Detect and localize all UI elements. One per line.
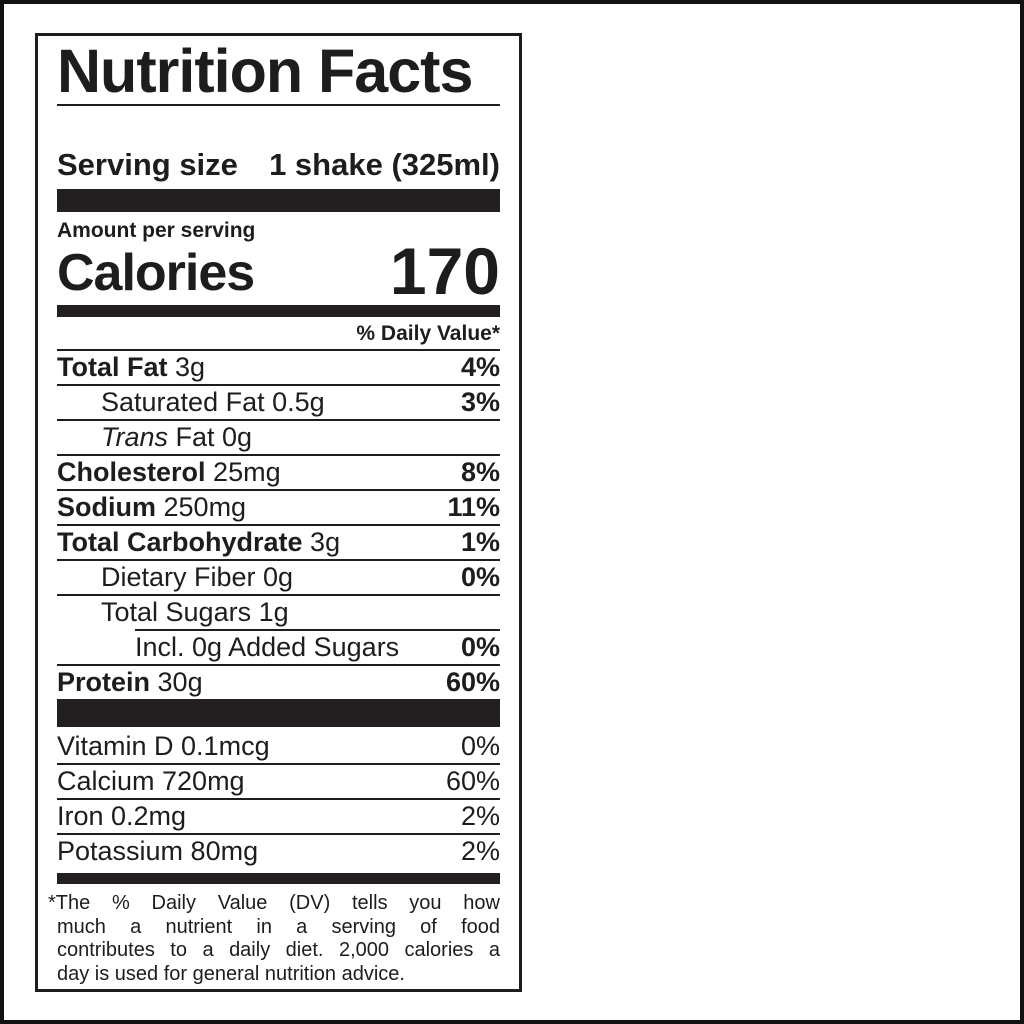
- daily-value-footnote: *The % Daily Value (DV) tells you how mu…: [48, 892, 500, 986]
- vitamin-dv: 2%: [460, 801, 500, 831]
- nutrient-amount: Incl. 0g Added Sugars: [135, 632, 400, 662]
- vitamin-dv: 2%: [460, 836, 500, 866]
- nutrient-dv: 8%: [460, 457, 500, 487]
- label-title: Nutrition Facts: [57, 41, 500, 106]
- divider-bar-medium: [57, 305, 500, 317]
- nutrient-amount: Saturated Fat 0.5g: [101, 387, 325, 417]
- daily-value-header: % Daily Value*: [356, 322, 500, 345]
- nutrient-row-trans-fat: Trans Fat 0g: [57, 419, 500, 454]
- footnote-line: contributes to a daily diet. 2,000 calor…: [57, 939, 500, 961]
- nutrient-row-cholesterol: Cholesterol 25mg 8%: [57, 454, 500, 489]
- divider-bar-medium: [57, 873, 500, 884]
- amount-per-serving-label: Amount per serving: [57, 219, 256, 242]
- vitamin-row-vitamin-d: Vitamin D 0.1mcg 0%: [57, 727, 500, 763]
- footnote-line: *The % Daily Value (DV) tells you how: [48, 892, 500, 914]
- nutrient-dv: 1%: [460, 527, 500, 557]
- serving-size-label: Serving size: [57, 147, 238, 182]
- nutrient-amount: 30g: [157, 667, 203, 697]
- nutrient-amount: Dietary Fiber 0g: [101, 562, 294, 592]
- nutrient-row-dietary-fiber: Dietary Fiber 0g 0%: [57, 559, 500, 594]
- calories-row: Calories 170: [57, 234, 500, 308]
- nutrient-dv: 0%: [460, 632, 500, 662]
- nutrient-amount: 250mg: [163, 492, 247, 522]
- nutrient-row-protein: Protein 30g 60%: [57, 664, 500, 699]
- nutrient-dv: 4%: [460, 352, 500, 382]
- nutrient-row-total-carbohydrate: Total Carbohydrate 3g 1%: [57, 524, 500, 559]
- vitamin-amount: Iron 0.2mg: [57, 801, 187, 831]
- vitamin-amount: Calcium 720mg: [57, 766, 245, 796]
- vitamin-row-potassium: Potassium 80mg 2%: [57, 833, 500, 868]
- nutrient-row-saturated-fat: Saturated Fat 0.5g 3%: [57, 384, 500, 419]
- nutrient-dv: 60%: [445, 667, 500, 697]
- vitamin-dv: 0%: [460, 731, 500, 761]
- nutrient-row-added-sugars: Incl. 0g Added Sugars 0%: [135, 629, 500, 664]
- nutrient-name: Total Carbohydrate: [57, 527, 303, 557]
- nutrient-dv: 11%: [447, 492, 500, 522]
- nutrient-dv: 0%: [460, 562, 500, 592]
- nutrient-amount: 3g: [175, 352, 206, 382]
- footnote-line: day is used for general nutrition advice…: [57, 962, 405, 985]
- serving-size-value: 1 shake (325ml): [269, 147, 500, 182]
- divider-bar-thick: [57, 699, 500, 727]
- nutrient-amount: Total Sugars 1g: [101, 597, 289, 627]
- vitamin-dv: 60%: [445, 766, 500, 796]
- vitamin-row-calcium: Calcium 720mg 60%: [57, 763, 500, 798]
- nutrient-row-total-sugars: Total Sugars 1g: [57, 594, 500, 629]
- calories-label: Calories: [57, 244, 255, 302]
- nutrient-row-total-fat: Total Fat 3g 4%: [57, 349, 500, 384]
- nutrient-amount: 3g: [310, 527, 341, 557]
- nutrient-amount: Fat 0g: [175, 422, 253, 452]
- nutrient-name: Sodium: [57, 492, 156, 522]
- nutrient-name: Protein: [57, 667, 151, 697]
- vitamin-amount: Vitamin D 0.1mcg: [57, 731, 270, 761]
- nutrient-row-sodium: Sodium 250mg 11%: [57, 489, 500, 524]
- calories-value: 170: [389, 234, 500, 308]
- vitamin-amount: Potassium 80mg: [57, 836, 259, 866]
- vitamin-row-iron: Iron 0.2mg 2%: [57, 798, 500, 833]
- nutrition-facts-label: Nutrition Facts Serving size 1 shake (32…: [35, 33, 522, 992]
- nutrient-name: Total Fat: [57, 352, 168, 382]
- footnote-line: much a nutrient in a serving of food: [57, 915, 500, 938]
- nutrient-amount: 25mg: [213, 457, 281, 487]
- nutrient-dv: 3%: [460, 387, 500, 417]
- divider-bar-thick: [57, 189, 500, 212]
- nutrient-name-italic: Trans: [101, 422, 169, 452]
- nutrient-name: Cholesterol: [57, 457, 206, 487]
- serving-size-row: Serving size 1 shake (325ml): [57, 148, 500, 182]
